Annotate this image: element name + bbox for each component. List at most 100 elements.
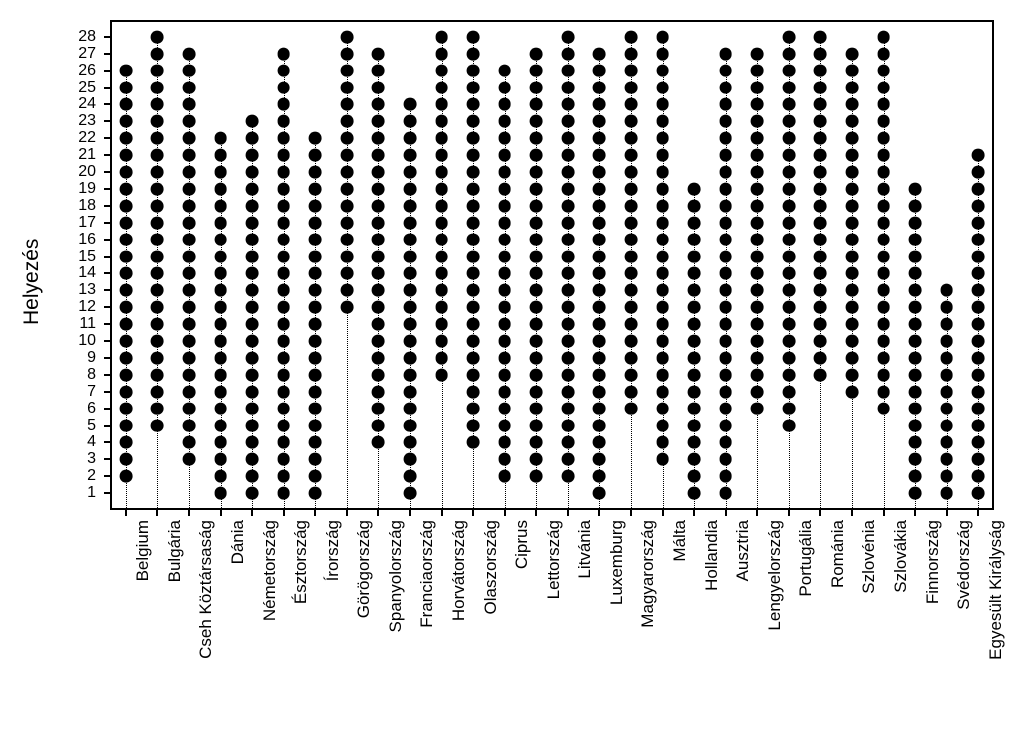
data-marker [625,98,638,111]
data-marker [909,436,922,449]
x-tick-mark [251,510,253,516]
data-marker [340,30,353,43]
data-marker [688,183,701,196]
data-marker [909,385,922,398]
data-marker [625,81,638,94]
data-marker [751,216,764,229]
data-marker [940,487,953,500]
data-marker [656,301,669,314]
data-marker [593,149,606,162]
data-marker [277,470,290,483]
data-marker [151,335,164,348]
data-marker [719,132,732,145]
x-tick-label: Magyarország [639,520,656,628]
data-marker [814,30,827,43]
data-marker [909,250,922,263]
data-marker [846,199,859,212]
data-marker [372,81,385,94]
data-marker [940,385,953,398]
data-marker [530,47,543,60]
data-marker [151,199,164,212]
x-tick-label: Hollandia [703,520,720,591]
data-marker [119,98,132,111]
data-marker [561,132,574,145]
data-marker [340,64,353,77]
data-marker [277,436,290,449]
data-marker [183,81,196,94]
y-tick-mark [104,120,110,122]
data-marker [909,267,922,280]
data-marker [183,199,196,212]
data-marker [688,453,701,466]
data-marker [309,453,322,466]
data-marker [814,233,827,246]
data-marker [593,216,606,229]
y-tick-mark [104,70,110,72]
data-marker [782,233,795,246]
data-marker [498,233,511,246]
data-marker [909,352,922,365]
data-marker [119,318,132,331]
data-marker [940,470,953,483]
data-marker [340,267,353,280]
data-marker [846,284,859,297]
data-marker [782,368,795,381]
data-marker [656,149,669,162]
data-marker [846,267,859,280]
data-marker [561,301,574,314]
data-marker [656,284,669,297]
data-marker [183,47,196,60]
data-marker [688,199,701,212]
data-marker [846,183,859,196]
data-marker [656,250,669,263]
data-marker [498,318,511,331]
data-marker [625,352,638,365]
data-marker [498,166,511,179]
data-marker [656,98,669,111]
data-marker [246,335,259,348]
data-marker [246,216,259,229]
data-marker [846,166,859,179]
y-tick-label: 22 [0,130,96,146]
data-marker [435,183,448,196]
data-marker [561,335,574,348]
data-marker [656,132,669,145]
data-marker [309,267,322,280]
data-marker [340,250,353,263]
data-marker [972,419,985,432]
data-marker [404,318,417,331]
y-tick-label: 14 [0,265,96,281]
data-marker [498,199,511,212]
data-marker [782,199,795,212]
data-marker [593,352,606,365]
data-marker [561,368,574,381]
data-marker [151,284,164,297]
data-marker [309,402,322,415]
data-marker [498,132,511,145]
data-marker [530,267,543,280]
x-tick-label: Ausztria [734,520,751,581]
data-marker [625,64,638,77]
data-marker [214,436,227,449]
y-tick-mark [104,222,110,224]
data-marker [467,81,480,94]
data-marker [625,301,638,314]
data-marker [183,301,196,314]
data-marker [814,318,827,331]
data-marker [404,98,417,111]
data-marker [214,318,227,331]
x-tick-mark [693,510,695,516]
y-tick-mark [104,408,110,410]
data-marker [340,199,353,212]
x-tick-mark [346,510,348,516]
data-marker [151,216,164,229]
x-tick-label: Szlovákia [892,520,909,593]
data-marker [561,352,574,365]
data-marker [751,149,764,162]
data-marker [372,318,385,331]
y-tick-mark [104,441,110,443]
data-marker [688,267,701,280]
data-marker [561,64,574,77]
data-marker [909,453,922,466]
data-marker [561,233,574,246]
